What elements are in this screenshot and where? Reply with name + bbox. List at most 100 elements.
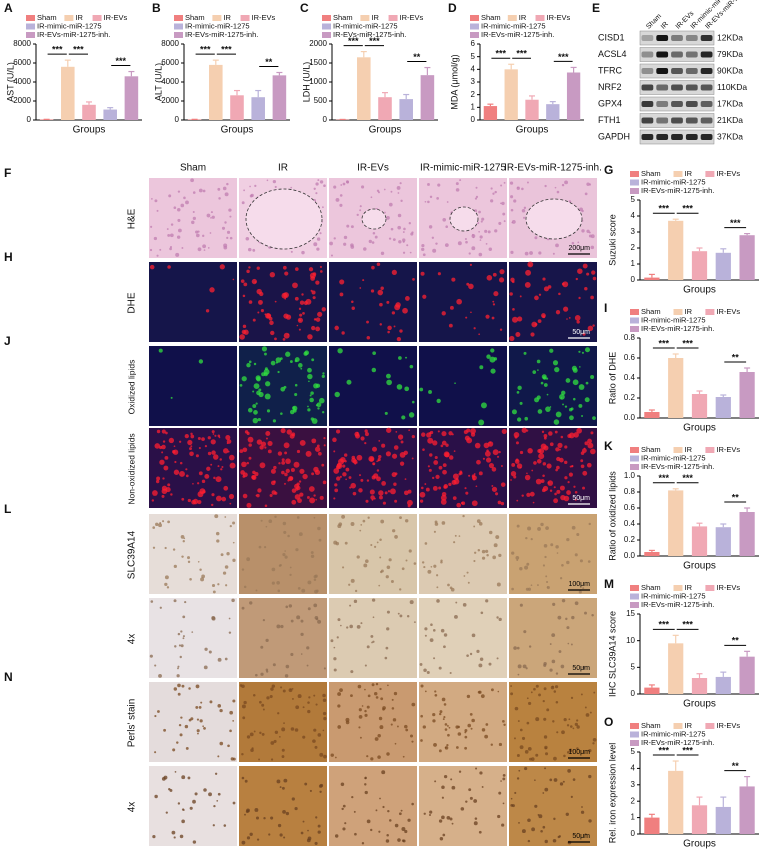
legend-label: IR	[223, 13, 231, 22]
micrograph-feature	[432, 719, 436, 723]
micrograph-feature	[499, 328, 503, 331]
column-label: IR-EVs	[357, 163, 389, 174]
y-tick-label: 1.0	[624, 471, 636, 480]
micrograph-feature	[272, 180, 277, 184]
panel-label: A	[4, 1, 13, 15]
micrograph-feature	[428, 389, 432, 394]
micrograph-feature	[540, 522, 544, 527]
micrograph-feature	[299, 468, 305, 474]
legend-label: IR	[685, 307, 693, 316]
micrograph-feature	[576, 747, 579, 750]
micrograph-feature	[224, 192, 229, 197]
micrograph-feature	[225, 435, 231, 441]
micrograph-feature	[380, 251, 385, 256]
micrograph-feature	[453, 450, 456, 453]
micrograph-feature	[366, 755, 369, 758]
micrograph-feature	[377, 191, 381, 194]
micrograph-feature	[369, 457, 374, 462]
bar	[82, 104, 96, 120]
micrograph-feature	[549, 406, 552, 408]
micrograph-feature	[319, 783, 324, 788]
y-tick-label: 4	[471, 64, 476, 73]
micrograph-feature	[232, 278, 235, 281]
micrograph-feature	[532, 370, 537, 374]
micrograph-feature	[184, 600, 187, 604]
micrograph-feature	[562, 780, 565, 783]
micrograph-feature	[402, 238, 406, 242]
micrograph-feature	[211, 616, 216, 620]
micrograph-feature	[296, 449, 301, 454]
micrograph-feature	[374, 691, 378, 696]
micrograph-feature	[554, 685, 559, 689]
micrograph-feature	[541, 313, 546, 318]
legend-label: IR-EVs-miR-1275-inh.	[641, 600, 714, 609]
micrograph-feature	[316, 237, 321, 241]
micrograph-feature	[246, 363, 251, 368]
micrograph-feature	[386, 610, 390, 614]
significance-label: **	[413, 52, 421, 62]
micrograph-feature	[578, 350, 581, 353]
micrograph-feature	[592, 737, 597, 742]
micrograph-feature	[524, 251, 529, 256]
micrograph-feature	[474, 817, 478, 820]
micrograph-feature	[208, 650, 212, 654]
x-axis-label: Groups	[516, 125, 549, 136]
micrograph-feature	[432, 713, 436, 717]
micrograph-feature	[300, 619, 304, 623]
micrograph-feature	[291, 432, 296, 437]
micrograph-feature	[437, 430, 440, 433]
micrograph-feature	[510, 803, 514, 807]
micrograph-feature	[295, 548, 299, 552]
micrograph-feature	[242, 447, 248, 453]
micrograph-feature	[555, 468, 558, 472]
micrograph-feature	[270, 687, 274, 691]
micrograph-feature	[455, 746, 459, 749]
micrograph-feature	[210, 503, 214, 507]
micrograph-feature	[582, 470, 588, 476]
micrograph-feature	[555, 411, 562, 418]
micrograph-feature	[309, 789, 312, 793]
bar	[715, 676, 731, 694]
micrograph-feature	[359, 474, 362, 477]
micrograph-feature	[438, 819, 443, 823]
bar	[61, 66, 75, 120]
micrograph-feature	[352, 459, 358, 464]
micrograph-feature	[401, 567, 405, 571]
micrograph-feature	[509, 181, 514, 185]
micrograph-feature	[317, 407, 320, 410]
micrograph-feature	[494, 190, 497, 194]
micrograph-feature	[394, 304, 401, 311]
micrograph-feature	[429, 195, 433, 199]
micrograph-feature	[524, 565, 529, 570]
micrograph-feature	[307, 405, 309, 408]
legend-label: IR	[685, 445, 693, 454]
micrograph-feature	[209, 287, 215, 293]
micrograph-feature	[451, 277, 456, 282]
micrograph-feature	[311, 325, 316, 331]
micrograph-feature	[372, 640, 375, 643]
micrograph-feature	[546, 463, 552, 469]
micrograph-feature	[290, 186, 293, 189]
micrograph-feature	[381, 481, 386, 486]
micrograph-feature	[310, 391, 314, 395]
bar	[566, 72, 581, 120]
y-tick-label: 0	[175, 115, 180, 124]
blot-band	[700, 101, 713, 107]
legend-label: IR-mimic-miR-1275	[481, 21, 546, 30]
panel-label: B	[152, 1, 161, 15]
lesion-outline	[245, 188, 323, 250]
micrograph-feature	[561, 390, 566, 396]
micrograph-feature	[171, 830, 176, 835]
bar	[668, 220, 684, 280]
micrograph-feature	[231, 598, 235, 603]
micrograph-feature	[163, 728, 167, 732]
micrograph-feature	[291, 697, 294, 700]
micrograph-feature	[212, 590, 216, 594]
micrograph-feature	[439, 712, 442, 716]
micrograph-feature	[317, 830, 321, 834]
micrograph-feature	[497, 690, 500, 693]
micrograph-feature	[465, 240, 468, 244]
micrograph-feature	[274, 337, 277, 341]
micrograph-feature	[386, 627, 390, 631]
micrograph-feature	[281, 470, 285, 475]
